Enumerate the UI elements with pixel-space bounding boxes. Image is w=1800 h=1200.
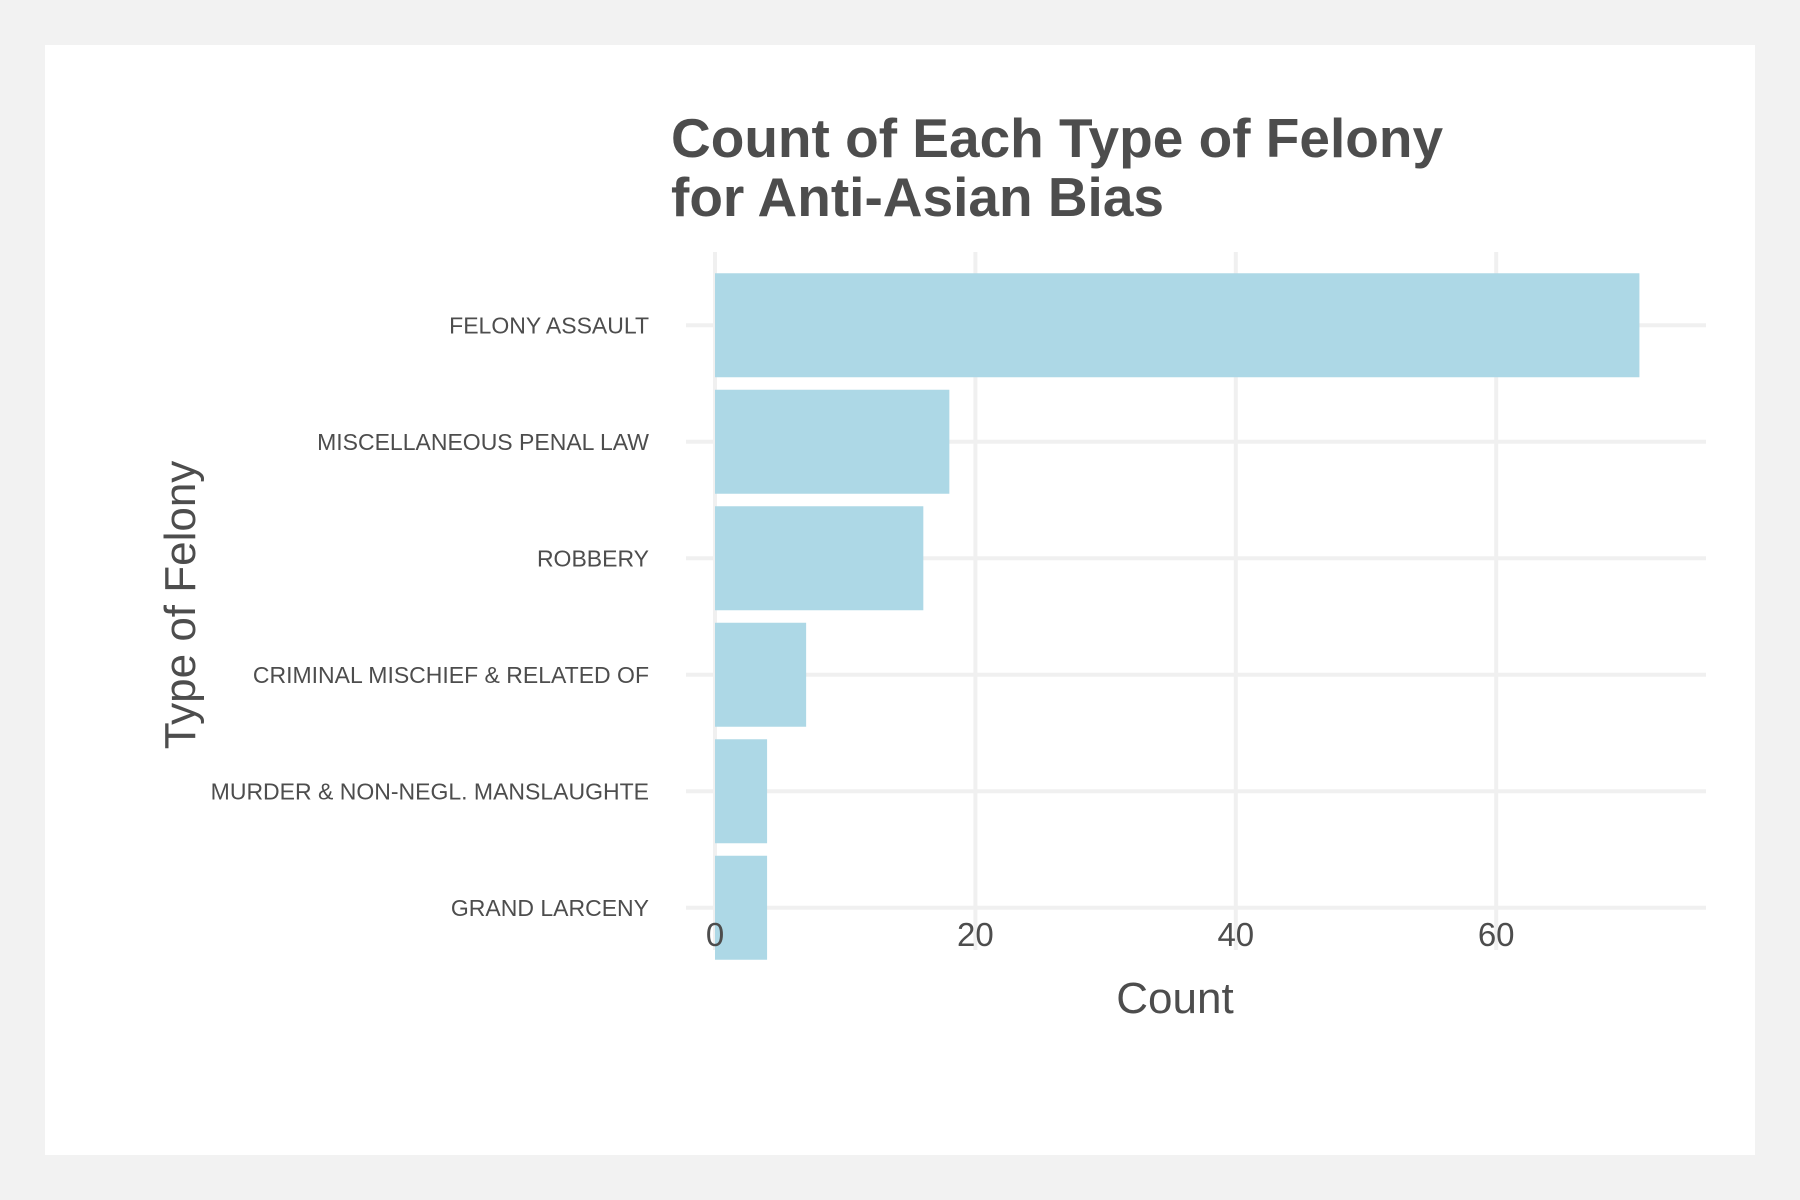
category-label: GRAND LARCENY — [451, 895, 649, 921]
x-tick-label: 0 — [706, 916, 724, 953]
bars — [715, 273, 1640, 960]
bar — [715, 389, 950, 494]
bar — [715, 273, 1640, 378]
bar-chart: FELONY ASSAULT MISCELLANEOUS PENAL LAW ROB… — [156, 107, 1706, 1023]
bar — [715, 855, 768, 960]
bar — [715, 739, 768, 844]
x-tick-label: 20 — [957, 916, 994, 953]
x-tick-labels: 0 20 40 60 — [706, 916, 1515, 953]
chart-panel: FELONY ASSAULT MISCELLANEOUS PENAL LAW ROB… — [45, 45, 1755, 1155]
category-label: FELONY ASSAULT — [449, 312, 649, 338]
x-axis-title: Count — [1116, 974, 1233, 1023]
category-labels: FELONY ASSAULT MISCELLANEOUS PENAL LAW ROB… — [211, 312, 650, 921]
x-tick-label: 60 — [1478, 916, 1515, 953]
category-label: CRIMINAL MISCHIEF & RELATED OF — [253, 662, 649, 688]
y-axis-title: Type of Felony — [156, 461, 205, 750]
chart-title-line-1: Count of Each Type of Felony — [671, 107, 1443, 169]
category-label: MISCELLANEOUS PENAL LAW — [317, 429, 649, 455]
bar — [715, 622, 807, 727]
category-label: ROBBERY — [537, 545, 649, 571]
bar — [715, 506, 924, 611]
chart-title-line-2: for Anti-Asian Bias — [671, 166, 1164, 228]
category-label: MURDER & NON-NEGL. MANSLAUGHTE — [211, 778, 649, 804]
x-tick-label: 40 — [1217, 916, 1254, 953]
